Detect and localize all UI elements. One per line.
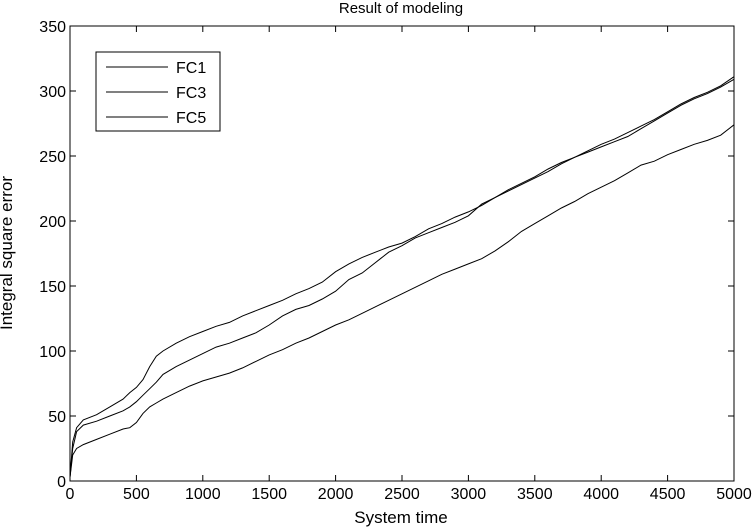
y-tick-label: 100 (39, 344, 66, 361)
x-tick-label: 500 (123, 486, 150, 503)
y-tick-label: 50 (48, 409, 66, 426)
x-tick-label: 2000 (318, 486, 354, 503)
y-tick-label: 350 (39, 19, 66, 36)
series-layer (69, 76, 735, 478)
x-tick-label: 4000 (583, 486, 619, 503)
y-tick-label: 300 (39, 84, 66, 101)
series-line-fc1 (69, 78, 735, 478)
x-tick-label: 4500 (650, 486, 686, 503)
x-axis-label: System time (354, 508, 448, 527)
legend-label-fc1: FC1 (176, 60, 206, 77)
legend: FC1 FC3 FC5 (95, 51, 221, 132)
series-line-fc3 (69, 76, 735, 478)
x-tick-label: 3000 (451, 486, 487, 503)
x-tick-label: 1000 (185, 486, 221, 503)
x-tick-label: 5000 (716, 486, 752, 503)
y-tick-label: 250 (39, 149, 66, 166)
x-tick-label: 2500 (384, 486, 420, 503)
x-tick-label: 0 (66, 486, 75, 503)
tick-layer: 0 500 1000 1500 2000 2500 3000 3500 4000 4500 5000… (39, 19, 752, 503)
y-tick-label: 0 (57, 474, 66, 491)
legend-label-fc5: FC5 (176, 110, 206, 127)
y-tick-label: 200 (39, 214, 66, 231)
x-tick-label: 1500 (251, 486, 287, 503)
x-tick-label: 3500 (517, 486, 553, 503)
chart-title: Result of modeling (339, 0, 463, 17)
legend-label-fc3: FC3 (176, 85, 206, 102)
y-tick-label: 150 (39, 279, 66, 296)
series-line-fc5 (69, 124, 735, 478)
y-axis-label: Integral square error (0, 176, 16, 330)
